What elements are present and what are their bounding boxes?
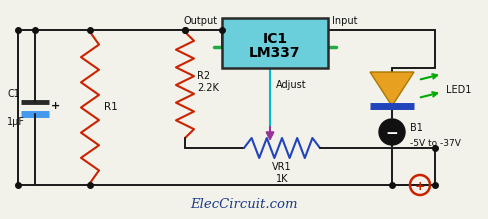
Text: -5V to -37V: -5V to -37V [410, 140, 461, 148]
Text: +: + [415, 180, 426, 193]
Text: R2
2.2K: R2 2.2K [197, 71, 219, 93]
Text: +: + [51, 101, 60, 111]
Text: −: − [386, 125, 398, 141]
Text: LM337: LM337 [249, 46, 301, 60]
Text: IC1: IC1 [263, 32, 287, 46]
Text: Output: Output [184, 16, 218, 26]
Text: ElecCircuit.com: ElecCircuit.com [190, 198, 298, 211]
Text: C1: C1 [7, 89, 20, 99]
Polygon shape [370, 72, 414, 106]
Circle shape [379, 119, 405, 145]
Text: VR1
1K: VR1 1K [272, 162, 292, 184]
Text: LED1: LED1 [446, 85, 471, 95]
Text: Input: Input [332, 16, 358, 26]
Text: 1μF: 1μF [7, 117, 25, 127]
FancyBboxPatch shape [222, 18, 328, 68]
Text: B1: B1 [410, 123, 423, 133]
Text: Adjust: Adjust [276, 80, 306, 90]
Text: R1: R1 [104, 102, 118, 113]
